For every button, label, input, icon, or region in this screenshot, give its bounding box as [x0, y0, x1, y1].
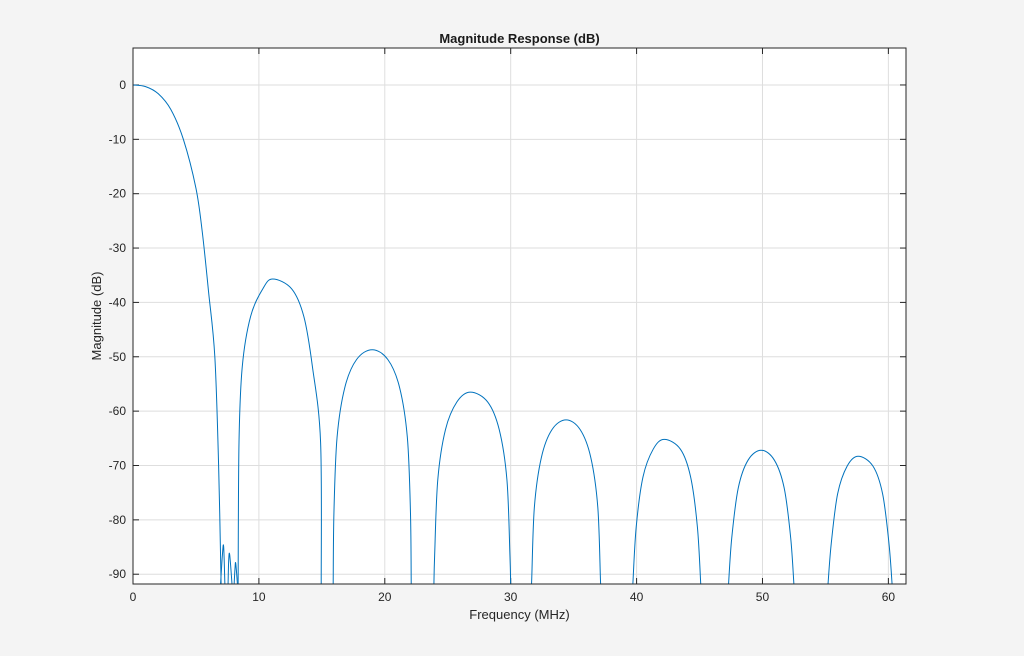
x-tick-label: 0 [130, 590, 137, 604]
x-tick-label: 60 [882, 590, 896, 604]
y-tick-label: -10 [109, 132, 127, 146]
response-curve-segment [233, 562, 238, 584]
axes-box [132, 47, 907, 585]
y-tick-label: -20 [109, 187, 127, 201]
x-tick-label: 30 [504, 590, 518, 604]
response-curve-segment [220, 544, 226, 584]
y-tick-label: -30 [109, 241, 127, 255]
y-axis-label: Magnitude (dB) [89, 272, 104, 361]
response-curve-segment [433, 391, 512, 584]
plot-area[interactable] [133, 48, 906, 584]
response-curve-segment [227, 552, 233, 584]
y-tick-label: -50 [109, 350, 127, 364]
response-curve-segment [632, 438, 702, 584]
response-curve-segment [827, 455, 893, 584]
x-tick-label: 20 [378, 590, 392, 604]
y-tick-label: -70 [109, 458, 127, 472]
x-tick-label: 40 [630, 590, 644, 604]
response-curve-segment [133, 84, 222, 584]
response-curve-segment [728, 449, 795, 584]
response-curve-segment [531, 419, 602, 584]
y-tick-label: -90 [109, 567, 127, 581]
x-tick-label: 10 [252, 590, 266, 604]
x-axis-label: Frequency (MHz) [469, 607, 569, 622]
axis-ticks [132, 48, 906, 584]
y-tick-label: -80 [109, 513, 127, 527]
y-tick-label: -40 [109, 295, 127, 309]
y-tick-label: 0 [119, 78, 126, 92]
response-curve-segment [237, 278, 322, 584]
y-tick-label: -60 [109, 404, 127, 418]
response-curve-segment [332, 349, 412, 584]
grid-lines [132, 48, 906, 584]
chart-title: Magnitude Response (dB) [439, 31, 599, 46]
response-curve [133, 84, 893, 584]
x-tick-label: 50 [756, 590, 770, 604]
